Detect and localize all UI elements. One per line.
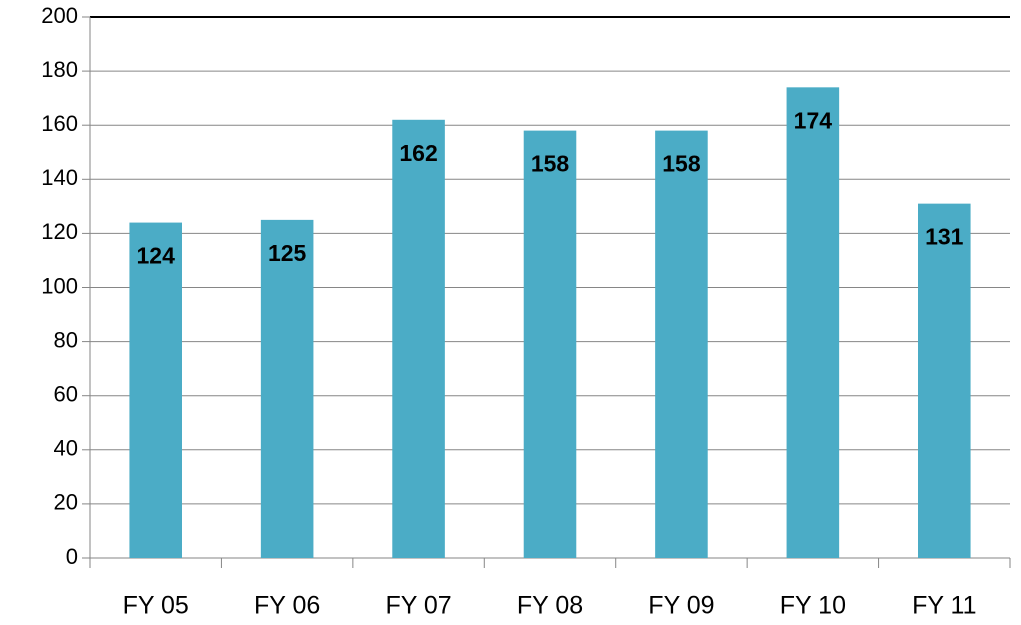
bar [260,219,314,558]
x-tick-label: FY 10 [780,592,846,620]
bar [523,130,577,559]
x-tick-label: FY 05 [123,592,189,620]
y-tick-label: 160 [41,111,78,136]
y-tick-label: 20 [54,490,78,515]
bar [655,130,708,559]
bar [129,222,182,558]
y-tick-label: 40 [54,436,78,461]
x-tick-label: FY 11 [912,592,976,620]
y-tick-label: 140 [41,165,78,190]
y-tick-label: 60 [54,382,78,407]
data-label: 158 [662,151,701,177]
y-tick-label: 120 [41,219,78,244]
y-tick-label: 100 [41,273,78,298]
x-tick-label: FY 07 [385,592,451,620]
y-tick-label: 180 [41,57,78,82]
data-label: 131 [925,224,964,250]
x-tick-label: FY 06 [254,592,320,620]
data-label: 125 [268,240,307,266]
x-tick-label: FY 09 [648,592,714,620]
bar [918,203,971,558]
data-label: 162 [399,140,437,166]
x-tick-label: FY 08 [517,592,583,620]
data-label: 174 [794,107,833,133]
data-label: 158 [531,151,570,177]
bar [786,87,840,558]
y-tick-label: 80 [54,327,78,352]
data-label: 124 [137,243,176,269]
bar [392,119,445,558]
y-tick-label: 0 [66,544,78,569]
y-tick-label: 200 [41,3,78,28]
